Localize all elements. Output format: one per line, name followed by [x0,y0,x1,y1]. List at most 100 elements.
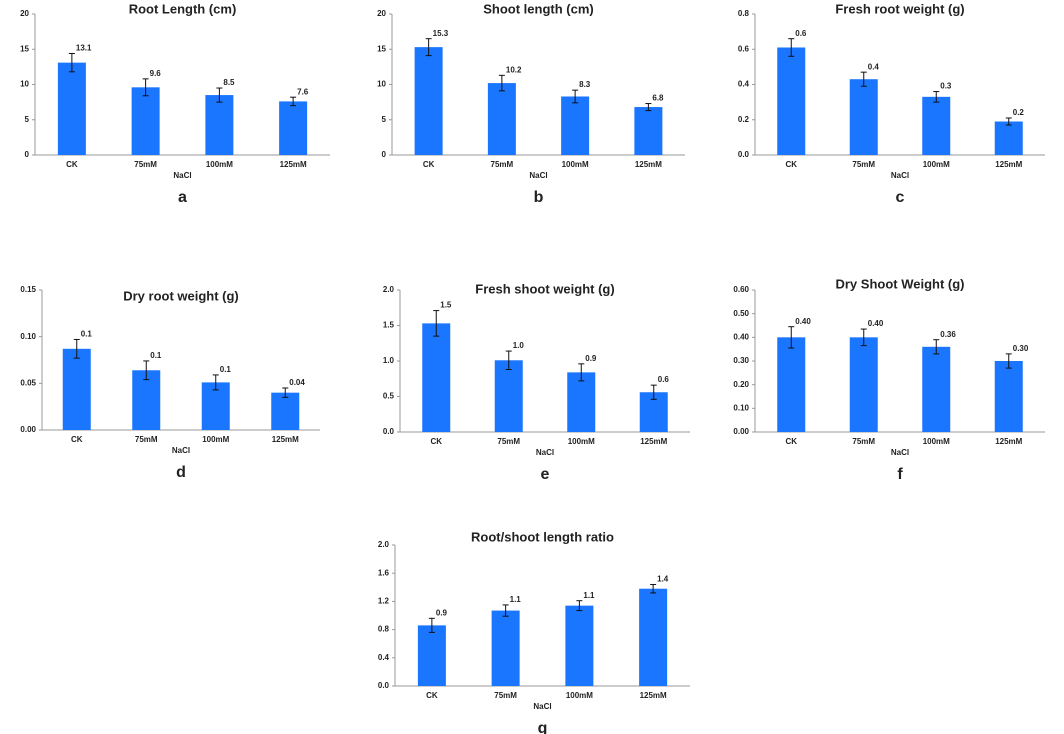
x-tick-label: 75mM [497,437,520,446]
x-tick-label: 100mM [202,435,229,444]
x-tick-label: 100mM [566,691,593,700]
y-tick-label: 0.10 [20,332,36,341]
value-label: 0.1 [150,351,162,360]
x-tick-label: 125mM [995,437,1022,446]
y-tick-label: 15 [377,44,386,53]
x-tick-label: CK [785,437,797,446]
x-axis-label: NaCl [536,448,554,457]
value-label: 0.3 [940,82,952,91]
y-tick-label: 10 [20,80,29,89]
x-tick-label: 100mM [923,437,950,446]
y-tick-label: 0.8 [738,9,750,18]
value-label: 13.1 [76,44,92,53]
y-tick-label: 0.5 [383,392,395,401]
value-label: 0.40 [868,319,884,328]
x-axis-label: NaCl [891,448,909,457]
x-tick-label: 100mM [562,160,589,169]
x-tick-label: 75mM [852,160,875,169]
value-label: 0.36 [940,330,956,339]
y-tick-label: 10 [377,80,386,89]
y-tick-label: 0.60 [733,285,749,294]
chart-title: Dry root weight (g) [123,288,239,303]
y-tick-label: 0.40 [733,332,749,341]
value-label: 0.4 [868,62,880,71]
x-tick-label: 75mM [494,691,517,700]
value-label: 1.1 [583,591,595,600]
bar [565,605,594,686]
x-tick-label: 125mM [272,435,299,444]
value-label: 0.1 [81,330,93,339]
bar [279,101,308,155]
y-tick-label: 0.05 [20,378,36,387]
bar [417,625,446,686]
value-label: 9.6 [150,69,162,78]
value-label: 0.6 [658,375,670,384]
y-tick-label: 5 [382,115,387,124]
x-tick-label: 125mM [640,437,667,446]
value-label: 0.6 [795,29,807,38]
value-label: 1.5 [440,301,452,310]
y-tick-label: 1.6 [378,568,390,577]
y-tick-label: 0.50 [733,309,749,318]
panel-label: c [896,189,905,206]
y-tick-label: 0.4 [738,80,750,89]
x-tick-label: CK [430,437,442,446]
bar [271,392,300,430]
y-tick-label: 20 [20,9,29,18]
bar [922,346,951,432]
value-label: 7.6 [297,87,309,96]
y-tick-label: 0.30 [733,356,749,365]
bar [561,96,590,155]
x-tick-label: 100mM [206,160,233,169]
x-axis-label: NaCl [172,446,190,455]
y-tick-label: 0.20 [733,380,749,389]
bar [639,588,668,686]
bar [132,370,161,430]
bar [849,337,878,432]
y-tick-label: 0.4 [378,653,390,662]
value-label: 0.9 [436,608,448,617]
value-label: 0.40 [795,317,811,326]
x-axis-label: NaCl [529,171,547,180]
y-tick-label: 15 [20,44,29,53]
y-tick-label: 0 [25,150,30,159]
value-label: 1.0 [513,341,525,350]
panel-label: a [178,189,187,206]
value-label: 8.5 [223,78,235,87]
panel-label: g [538,720,548,734]
value-label: 1.1 [510,595,522,604]
panel-label: d [176,464,186,481]
x-tick-label: 100mM [568,437,595,446]
y-tick-label: 1.2 [378,597,390,606]
bar [994,361,1023,432]
bar [491,610,520,686]
y-tick-label: 20 [377,9,386,18]
x-axis-label: NaCl [173,171,191,180]
value-label: 0.2 [1013,108,1025,117]
chart-title: Fresh root weight (g) [835,1,964,16]
bar [922,96,951,155]
y-tick-label: 0.8 [378,625,390,634]
x-tick-label: CK [423,160,435,169]
bar [57,62,86,155]
y-tick-label: 1.0 [383,356,395,365]
panel-label: b [534,189,544,206]
panel-label: f [897,466,903,483]
y-tick-label: 0.15 [20,285,36,294]
x-tick-label: CK [426,691,438,700]
bar [487,83,516,155]
y-tick-label: 0.00 [733,427,749,436]
bar [131,87,160,155]
y-tick-label: 0.10 [733,403,749,412]
x-tick-label: 75mM [491,160,514,169]
x-tick-label: 125mM [995,160,1022,169]
bar [777,47,806,155]
value-label: 0.9 [585,354,597,363]
y-tick-label: 0.00 [20,425,36,434]
y-tick-label: 2.0 [378,540,390,549]
bar [777,337,806,432]
chart-title: Shoot length (cm) [483,1,594,16]
chart-title: Dry Shoot Weight (g) [835,276,964,291]
bar [567,372,596,432]
